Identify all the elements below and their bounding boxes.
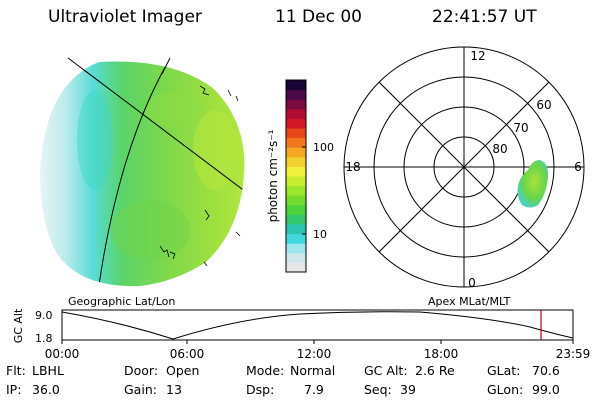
time-label: 22:41:57 UT bbox=[432, 7, 537, 27]
colorbar-segment bbox=[286, 243, 306, 254]
y-tick-label-9: 9.0 bbox=[35, 309, 53, 322]
info-glat-value: 70.6 bbox=[532, 363, 560, 378]
colorbar-tick-label-100: 100 bbox=[313, 141, 334, 154]
x-tick-label-2359: 23:59 bbox=[556, 347, 591, 361]
info-mode-value: Normal bbox=[290, 363, 336, 378]
altitude-ylabel: GC Alt bbox=[12, 308, 25, 343]
altitude-plot bbox=[61, 309, 574, 344]
aurora-emission bbox=[517, 160, 549, 208]
info-glat-key: GLat: bbox=[487, 363, 521, 378]
info-door-value: Open bbox=[166, 363, 200, 378]
info-gain-key: Gain: bbox=[124, 382, 157, 397]
polar-plot bbox=[343, 46, 585, 288]
info-glon-value: 99.0 bbox=[532, 382, 560, 397]
colorbar-tick-label-10: 10 bbox=[313, 228, 327, 241]
lat-label-70: 70 bbox=[513, 121, 528, 135]
colorbar-segment bbox=[286, 80, 306, 91]
colorbar-segment bbox=[286, 224, 306, 235]
geographic-image bbox=[40, 57, 245, 287]
info-gcalt-key: GC Alt: bbox=[364, 363, 408, 378]
info-door-key: Door: bbox=[124, 363, 159, 378]
x-tick-label-1200: 12:00 bbox=[297, 347, 332, 361]
x-tick-label-0000: 00:00 bbox=[45, 347, 80, 361]
x-tick-label-1800: 18:00 bbox=[424, 347, 459, 361]
colorbar-segment bbox=[286, 185, 306, 196]
polar-diagonal-2 bbox=[378, 81, 550, 253]
colorbar-segment bbox=[286, 233, 306, 244]
colorbar-segment bbox=[286, 262, 306, 273]
colorbar-frame bbox=[285, 79, 307, 273]
y-tick-label-1-8: 1.8 bbox=[35, 332, 53, 345]
colorbar-segment bbox=[286, 128, 306, 139]
altitude-curve bbox=[61, 311, 574, 340]
info-ip-key: IP: bbox=[6, 382, 22, 397]
colorbar-segment bbox=[286, 176, 306, 187]
instrument-title: Ultraviolet Imager bbox=[48, 7, 202, 27]
colorbar-segment bbox=[286, 166, 306, 177]
geographic-label: Geographic Lat/Lon bbox=[68, 295, 175, 308]
lat-label-80: 80 bbox=[492, 142, 507, 156]
colorbar bbox=[286, 80, 306, 273]
info-glon-key: GLon: bbox=[487, 382, 524, 397]
info-mode-key: Mode: bbox=[246, 363, 285, 378]
colorbar-segment bbox=[286, 195, 306, 206]
colorbar-segment bbox=[286, 137, 306, 148]
colorbar-segment bbox=[286, 156, 306, 167]
date-label: 11 Dec 00 bbox=[275, 7, 362, 27]
info-ip-value: 36.0 bbox=[32, 382, 60, 397]
mlt-label-18: 18 bbox=[345, 160, 360, 174]
mlt-label-12: 12 bbox=[470, 49, 485, 63]
info-seq-value: 39 bbox=[400, 382, 416, 397]
apex-label: Apex MLat/MLT bbox=[428, 295, 511, 308]
info-seq-key: Seq: bbox=[364, 382, 392, 397]
colorbar-segment bbox=[286, 214, 306, 225]
colorbar-segment bbox=[286, 108, 306, 119]
colorbar-unit-label: photon cm⁻²s⁻¹ bbox=[266, 129, 280, 222]
info-gain-value: 13 bbox=[166, 382, 182, 397]
info-gcalt-value: 2.6 Re bbox=[415, 363, 455, 378]
altitude-frame bbox=[61, 309, 574, 341]
colorbar-segment bbox=[286, 252, 306, 263]
colorbar-segment bbox=[286, 89, 306, 100]
colorbar-segment bbox=[286, 204, 306, 215]
mlt-label-6: 6 bbox=[574, 160, 582, 174]
colorbar-segment bbox=[286, 99, 306, 110]
lat-label-60: 60 bbox=[536, 98, 551, 112]
mlt-label-0: 0 bbox=[468, 276, 476, 290]
info-dsp-value: 7.9 bbox=[304, 382, 324, 397]
info-dsp-key: Dsp: bbox=[246, 382, 275, 397]
x-tick-label-0600: 06:00 bbox=[170, 347, 205, 361]
colorbar-segment bbox=[286, 118, 306, 129]
info-flt-value: LBHL bbox=[32, 363, 64, 378]
info-flt-key: Flt: bbox=[6, 363, 26, 378]
map-texture bbox=[67, 61, 245, 287]
colorbar-segment bbox=[286, 147, 306, 158]
